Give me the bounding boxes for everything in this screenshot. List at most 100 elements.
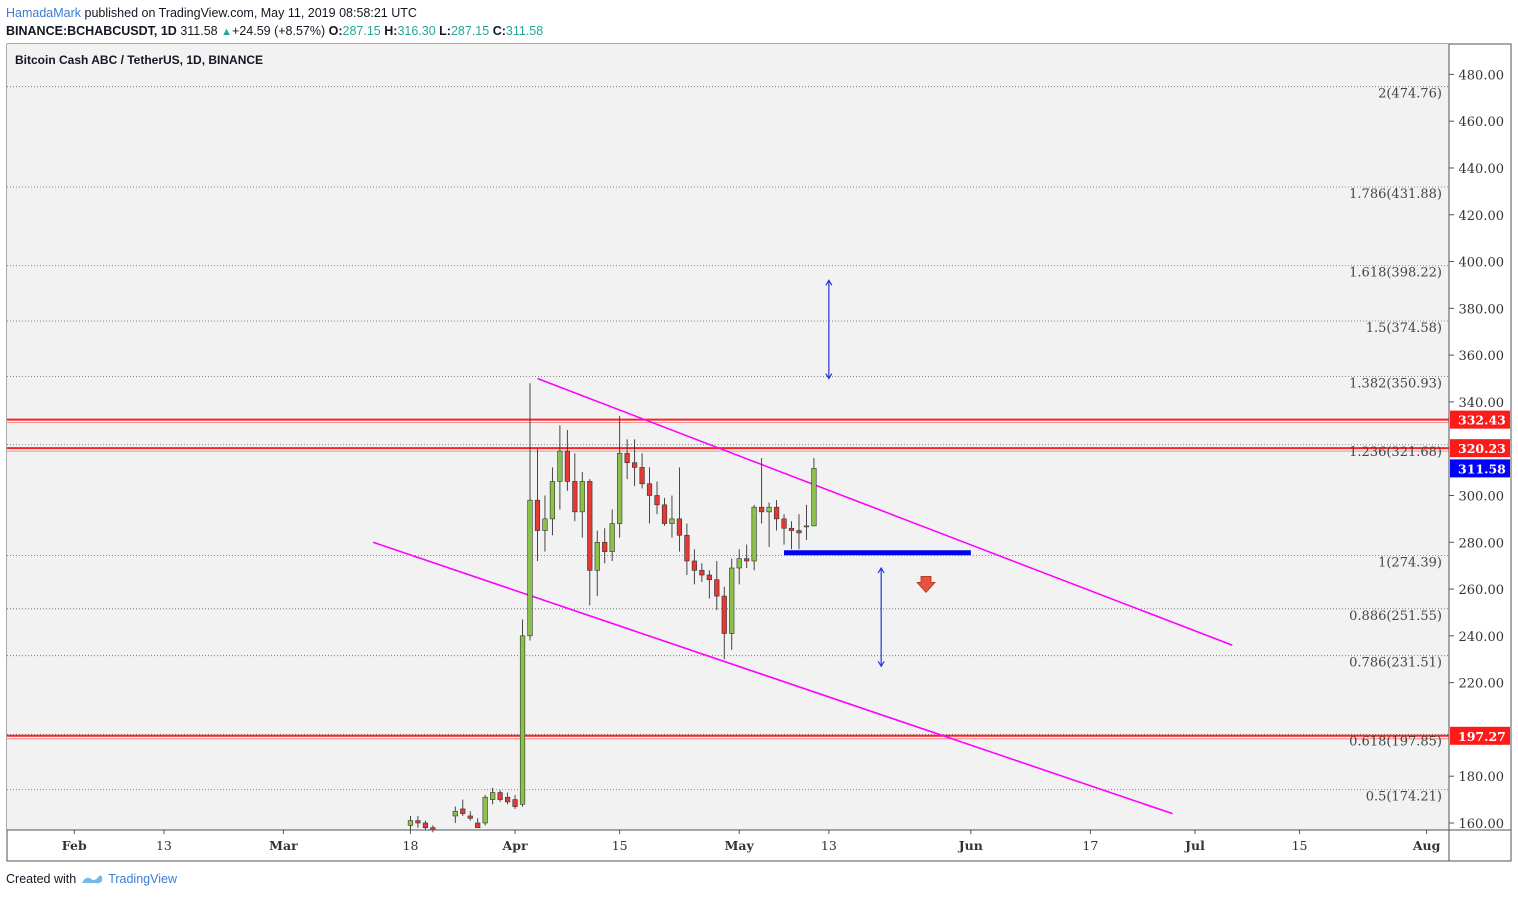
candle-body xyxy=(646,483,653,496)
price-tick-label: 260.00 xyxy=(1459,583,1505,598)
candle-body xyxy=(766,506,772,513)
candle-body xyxy=(744,558,750,562)
candle xyxy=(759,458,765,524)
candle xyxy=(617,415,623,538)
candle-body xyxy=(617,453,623,524)
candle-body xyxy=(475,822,481,828)
time-tick-label: Feb xyxy=(62,838,87,853)
candle-body xyxy=(624,453,630,464)
open-value: 287.15 xyxy=(342,24,381,38)
price-tick-label: 400.00 xyxy=(1459,256,1505,271)
candle xyxy=(706,570,712,599)
candle xyxy=(766,502,772,547)
price-tick-label: 160.00 xyxy=(1459,817,1505,832)
price-tick-label: 220.00 xyxy=(1459,677,1505,692)
candle-body xyxy=(654,495,660,506)
time-tick-label: 13 xyxy=(821,838,837,853)
price-tick-label: 380.00 xyxy=(1459,302,1505,317)
candle-body xyxy=(811,468,817,527)
candle xyxy=(557,425,563,510)
candle xyxy=(721,586,727,660)
candle-body xyxy=(415,820,421,824)
candle-body xyxy=(549,481,556,520)
fib-label: 2(474.76) xyxy=(1378,87,1442,102)
close-value: 311.58 xyxy=(505,24,544,38)
candle xyxy=(639,453,645,489)
candle-body xyxy=(497,792,503,800)
candle-body xyxy=(788,527,795,531)
candle-body xyxy=(594,541,600,571)
price-axis[interactable]: 480.00 460.00 440.00 420.00 400.00 380.00 360.… xyxy=(1449,68,1510,832)
candle-body xyxy=(714,579,720,597)
price-tick-label: 460.00 xyxy=(1459,115,1505,130)
candle-body xyxy=(407,820,414,826)
candle xyxy=(602,528,608,564)
candle xyxy=(422,820,429,830)
drawings[interactable] xyxy=(784,279,971,668)
candle-body xyxy=(504,796,511,803)
fib-label: 0.618(197.85) xyxy=(1349,734,1442,749)
candle-body xyxy=(639,467,645,485)
candle xyxy=(684,523,690,576)
publish-info: published on TradingView.com, May 11, 20… xyxy=(81,6,417,20)
publish-line: HamadaMark published on TradingView.com,… xyxy=(6,4,543,22)
change-value: +24.59 (+8.57%) xyxy=(232,24,326,38)
tradingview-logo-icon xyxy=(82,875,103,884)
candle-body xyxy=(602,541,608,552)
candle-body xyxy=(781,518,787,529)
time-tick-label: 15 xyxy=(1292,838,1308,853)
candle-body xyxy=(706,574,712,580)
candle-body xyxy=(699,570,705,576)
author-link[interactable]: HamadaMark xyxy=(6,6,82,20)
candle xyxy=(729,558,735,650)
candle-body xyxy=(736,558,742,569)
arrow-head-icon xyxy=(825,373,833,380)
fib-label: 1.786(431.88) xyxy=(1349,187,1442,202)
candle xyxy=(527,383,533,641)
candle-body xyxy=(751,506,757,562)
tradingview-link[interactable]: TradingView xyxy=(108,872,177,886)
candle-body xyxy=(691,560,697,571)
chart-title: Bitcoin Cash ABC / TetherUS, 1D, BINANCE xyxy=(15,53,263,67)
candle xyxy=(744,544,750,568)
candle-body xyxy=(661,504,668,524)
last-price-label-box xyxy=(1450,459,1510,478)
arrow-head-icon xyxy=(877,660,885,668)
candle-body xyxy=(512,799,518,807)
fib-labels: 2(474.76) 1.786(431.88) 1.618(398.22) 1.5(3… xyxy=(1349,87,1442,805)
candle xyxy=(467,811,473,821)
support-resistance-lines[interactable] xyxy=(7,418,1449,740)
high-label: H: xyxy=(384,24,398,38)
candle-body xyxy=(684,534,690,562)
time-tick-label: Apr xyxy=(502,838,528,853)
candle xyxy=(661,497,668,526)
time-axis[interactable]: Feb 13 Mar 18 Apr 15 May 13 Jun 17 Jul 15 Aug xyxy=(62,830,1441,853)
plot-area[interactable] xyxy=(7,44,1449,830)
candle xyxy=(497,790,503,802)
candle xyxy=(549,467,556,536)
level-price-label: 197.27 xyxy=(1458,729,1506,744)
candle-body xyxy=(482,796,488,824)
fib-label: 1.382(350.93) xyxy=(1349,376,1442,391)
candle-body xyxy=(527,499,533,637)
candle xyxy=(504,792,511,805)
candle-body xyxy=(796,530,802,534)
candle xyxy=(542,495,548,552)
candle-body xyxy=(542,518,548,531)
time-tick-label: 18 xyxy=(403,838,419,853)
chart-header: HamadaMark published on TradingView.com,… xyxy=(6,4,543,41)
candle xyxy=(669,495,675,538)
level-price-label: 320.23 xyxy=(1458,441,1506,456)
candle xyxy=(475,818,481,828)
projection-arrow-up xyxy=(825,279,833,380)
candle-body xyxy=(452,810,458,817)
candle-body xyxy=(572,481,578,513)
candle-body xyxy=(609,523,615,552)
candle xyxy=(594,530,600,597)
price-tick-label: 300.00 xyxy=(1459,489,1505,504)
descending-channel[interactable] xyxy=(372,377,1233,815)
candle xyxy=(788,521,795,550)
level-price-label-box xyxy=(1450,439,1510,458)
candle-body xyxy=(803,525,810,528)
